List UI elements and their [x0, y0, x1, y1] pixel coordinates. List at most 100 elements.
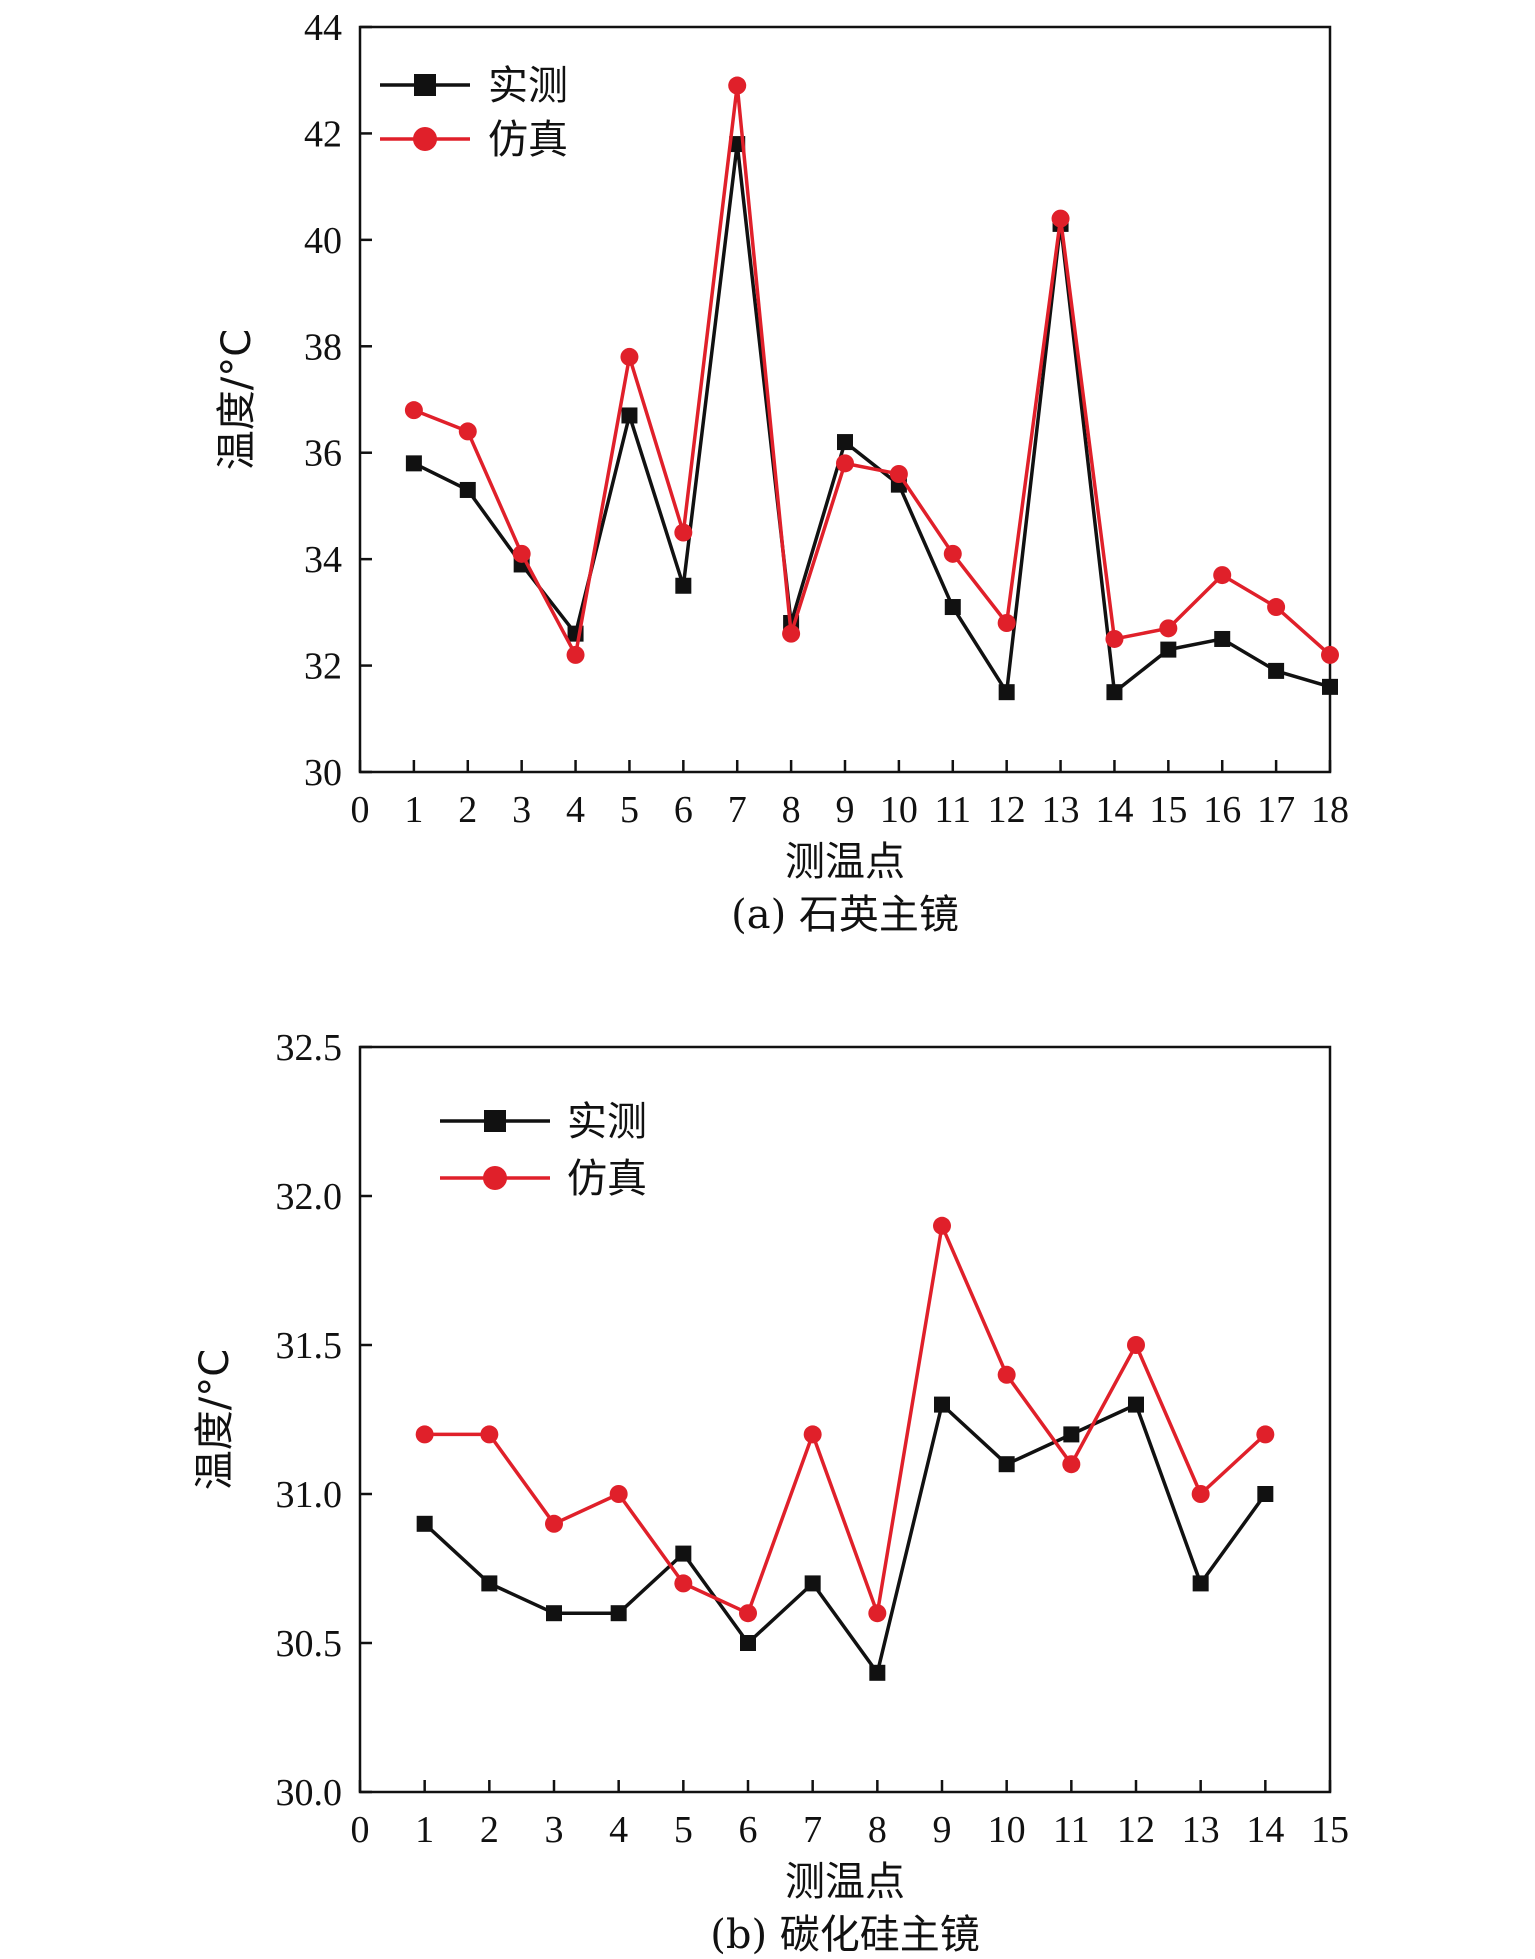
y-tick-label: 32.5 [276, 1027, 343, 1069]
y-tick-label: 38 [304, 326, 342, 368]
x-tick-label: 4 [566, 789, 585, 831]
y-tick-label: 30.0 [276, 1772, 343, 1814]
data-point-simulated [1191, 1485, 1210, 1503]
data-point-simulated [609, 1485, 628, 1503]
series-line-measured [413, 142, 1331, 694]
y-tick-label: 42 [304, 113, 342, 155]
x-tick-label: 10 [880, 789, 918, 831]
data-point-measured [481, 1575, 498, 1592]
data-point-measured [740, 1635, 756, 1651]
data-point-simulated [803, 1425, 822, 1444]
x-axis-title: 测温点 [785, 839, 905, 885]
data-point-simulated [620, 347, 639, 366]
x-tick-label: 1 [415, 1809, 434, 1851]
x-tick-label: 11 [1053, 1809, 1090, 1851]
data-point-simulated [933, 1216, 951, 1235]
legend-marker-square [414, 74, 436, 96]
chart-caption: (b) 碳化硅主镜 [710, 1912, 980, 1958]
data-point-simulated [1127, 1336, 1145, 1354]
x-tick-label: 1 [404, 789, 423, 831]
data-point-measured [1192, 1575, 1209, 1592]
data-point-simulated [566, 645, 585, 664]
data-point-measured [804, 1575, 821, 1592]
legend-entry-measured: 实测 [380, 63, 568, 109]
data-point-measured [1063, 1426, 1080, 1443]
chart-b-sic-mirror: 30.030.531.031.532.032.50 1 2 3 4 5 6 7 8 9 10 11 12… [192, 1027, 1349, 1958]
y-tick-label: 32.0 [276, 1176, 343, 1218]
x-tick-label: 3 [545, 1809, 564, 1851]
data-point-measured [998, 1456, 1015, 1473]
data-point-simulated [997, 1365, 1016, 1384]
legend-label: 实测 [567, 1099, 647, 1145]
data-point-simulated [674, 523, 693, 542]
x-tick-label: 17 [1257, 789, 1295, 831]
data-point-measured [944, 599, 961, 616]
series-line-simulated [424, 1224, 1267, 1615]
x-tick-label: 7 [728, 789, 747, 831]
x-tick-label: 13 [1042, 789, 1080, 831]
x-tick-label: 14 [1095, 789, 1133, 831]
x-tick-label: 11 [934, 789, 971, 831]
x-tick-label: 5 [674, 1809, 693, 1851]
data-point-measured [675, 577, 692, 594]
x-tick-label: 0 [351, 789, 370, 831]
data-point-measured [1322, 678, 1338, 695]
x-axis-title: 测温点 [785, 1859, 905, 1905]
data-point-simulated [997, 614, 1016, 632]
data-point-measured [405, 455, 422, 472]
x-tick-label: 13 [1182, 1809, 1220, 1851]
y-tick-label: 32 [304, 646, 342, 688]
x-tick-label: 16 [1203, 789, 1241, 831]
y-tick-label: 31.0 [276, 1474, 343, 1516]
data-point-measured [459, 481, 476, 498]
y-axis-title: 温度/°C [192, 1349, 238, 1490]
data-point-simulated [1105, 629, 1124, 648]
data-point-measured [1268, 662, 1285, 679]
x-tick-label: 2 [480, 1809, 499, 1851]
y-tick-label: 44 [304, 7, 342, 49]
data-point-simulated [1062, 1455, 1081, 1474]
y-tick-label: 31.5 [276, 1325, 343, 1367]
legend-entry-simulated: 仿真 [440, 1156, 647, 1202]
series-line-measured [423, 1402, 1267, 1675]
data-point-measured [1128, 1396, 1144, 1413]
x-tick-label: 0 [351, 1809, 370, 1851]
x-tick-label: 18 [1311, 789, 1349, 831]
data-point-simulated [739, 1604, 757, 1623]
legend-label: 仿真 [567, 1156, 647, 1202]
legend-label: 实测 [488, 63, 568, 109]
x-tick-label: 5 [620, 789, 639, 831]
x-tick-label: 15 [1149, 789, 1187, 831]
data-point-simulated [889, 465, 908, 483]
data-point-simulated [458, 422, 477, 441]
data-point-simulated [404, 401, 423, 420]
data-point-measured [621, 407, 638, 424]
data-point-simulated [943, 544, 962, 563]
x-tick-label: 2 [458, 789, 477, 831]
y-tick-label: 40 [304, 220, 342, 262]
data-point-simulated [1321, 645, 1339, 664]
data-point-measured [934, 1396, 950, 1413]
series-line-simulated [413, 83, 1332, 657]
data-point-simulated [1213, 566, 1232, 585]
x-tick-label: 9 [836, 789, 855, 831]
data-point-measured [1214, 630, 1231, 647]
data-point-measured [869, 1664, 886, 1681]
x-tick-label: 7 [803, 1809, 822, 1851]
data-point-simulated [1267, 598, 1286, 617]
chart-caption: (a) 石英主镜 [731, 892, 959, 938]
y-tick-label: 34 [304, 539, 342, 581]
x-tick-label: 8 [782, 789, 801, 831]
data-point-simulated [415, 1425, 434, 1444]
x-tick-label: 12 [988, 789, 1026, 831]
data-point-measured [1160, 641, 1177, 658]
x-tick-label: 3 [512, 789, 531, 831]
data-point-simulated [512, 544, 531, 563]
x-tick-label: 10 [988, 1809, 1026, 1851]
x-tick-label: 9 [933, 1809, 952, 1851]
data-point-measured [1257, 1486, 1274, 1502]
data-point-measured [610, 1605, 627, 1622]
legend-marker-circle [413, 127, 437, 151]
x-tick-label: 12 [1117, 1809, 1155, 1851]
x-tick-label: 8 [868, 1809, 887, 1851]
